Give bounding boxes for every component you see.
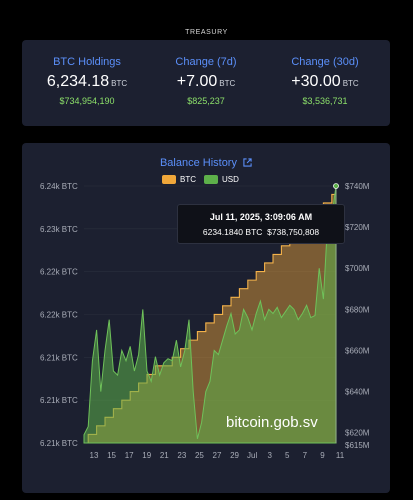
stat-unit: BTC — [111, 79, 128, 88]
y-right-tick: $615M — [345, 441, 370, 450]
y-right-tick: $720M — [345, 223, 370, 232]
x-tick: 25 — [195, 451, 204, 460]
y-axis-left: 6.24k BTC 6.23k BTC 6.22k BTC 6.22k BTC 6.21… — [40, 182, 78, 448]
y-left-tick: 6.24k BTC — [40, 182, 78, 191]
stat-usd: $3,536,731 — [302, 96, 348, 106]
x-tick: 17 — [125, 451, 134, 460]
usd-point — [333, 183, 339, 189]
y-left-tick: 6.21k BTC — [40, 353, 78, 362]
y-axis-right: $740M $720M $700M $680M $660M $640M $620M $615M — [345, 182, 370, 450]
tooltip-values: 6234.1840 BTC $738,750,808 — [178, 227, 344, 237]
balance-chart[interactable]: 6.24k BTC 6.23k BTC 6.22k BTC 6.22k BTC 6.21… — [22, 143, 390, 493]
legend-label: BTC — [180, 175, 196, 184]
y-left-tick: 6.22k BTC — [40, 311, 78, 320]
y-right-tick: $740M — [345, 182, 370, 191]
y-right-tick: $640M — [345, 388, 370, 397]
stat-title: Change (7d) — [175, 56, 237, 68]
x-tick: 15 — [107, 451, 116, 460]
tooltip-usd: $738,750,808 — [267, 227, 320, 237]
y-right-tick: $620M — [345, 429, 370, 438]
x-tick: 23 — [177, 451, 186, 460]
y-left-tick: 6.21k BTC — [40, 439, 78, 448]
stat-title: Change (30d) — [291, 56, 359, 68]
stat-usd: $825,237 — [187, 96, 225, 106]
watermark-text: bitcoin.gob.sv — [226, 414, 318, 431]
x-tick: 19 — [142, 451, 151, 460]
stat-value: +7.00 BTC — [176, 73, 236, 90]
legend-swatch-usd — [204, 175, 218, 184]
balance-history-panel: Balance History BTC USD 6.24k BTC 6.23k B… — [22, 143, 390, 493]
chart-title-text: Balance History — [159, 157, 237, 169]
x-axis: 13 15 17 19 21 23 25 27 29 Jul 3 5 7 9 11 — [90, 451, 345, 460]
x-tick: 3 — [267, 451, 272, 460]
y-right-tick: $680M — [345, 305, 370, 314]
usd-series-area — [83, 185, 337, 444]
y-right-tick: $660M — [345, 346, 370, 355]
x-tick: 7 — [303, 451, 308, 460]
y-left-tick: 6.23k BTC — [40, 225, 78, 234]
stat-title: BTC Holdings — [53, 56, 121, 68]
stat-change-7d: Change (7d) +7.00 BTC $825,237 — [146, 56, 266, 106]
stat-unit: BTC — [342, 79, 359, 88]
stat-change-30d: Change (30d) +30.00 BTC $3,536,731 — [265, 56, 385, 106]
stat-btc-holdings: BTC Holdings 6,234.18 BTC $734,954,190 — [27, 56, 147, 106]
x-tick: Jul — [247, 451, 257, 460]
stat-usd: $734,954,190 — [59, 96, 115, 106]
stats-panel: BTC Holdings 6,234.18 BTC $734,954,190 Ch… — [22, 40, 390, 126]
chart-tooltip: Jul 11, 2025, 3:09:06 AM 6234.1840 BTC $… — [177, 204, 345, 244]
tooltip-btc: 6234.1840 BTC — [202, 227, 263, 237]
stat-value: 6,234.18 BTC — [46, 73, 128, 90]
stat-value: +30.00 BTC — [291, 73, 359, 90]
legend-item-usd[interactable]: USD — [204, 175, 239, 184]
x-tick: 21 — [160, 451, 169, 460]
legend-swatch-btc — [162, 175, 176, 184]
chart-title-link[interactable]: Balance History — [22, 157, 390, 169]
tooltip-date: Jul 11, 2025, 3:09:06 AM — [209, 212, 313, 222]
chart-legend: BTC USD — [162, 175, 239, 184]
y-left-tick: 6.21k BTC — [40, 396, 78, 405]
x-tick: 27 — [213, 451, 222, 460]
external-link-icon[interactable] — [243, 158, 252, 167]
legend-item-btc[interactable]: BTC — [162, 175, 196, 184]
y-left-tick: 6.22k BTC — [40, 268, 78, 277]
legend-label: USD — [222, 175, 239, 184]
x-tick: 13 — [90, 451, 99, 460]
x-tick: 29 — [230, 451, 239, 460]
y-right-tick: $700M — [345, 264, 370, 273]
x-tick: 11 — [336, 451, 345, 460]
stat-unit: BTC — [219, 79, 236, 88]
x-tick: 9 — [320, 451, 325, 460]
treasury-label: TREASURY — [185, 29, 228, 36]
x-tick: 5 — [285, 451, 290, 460]
